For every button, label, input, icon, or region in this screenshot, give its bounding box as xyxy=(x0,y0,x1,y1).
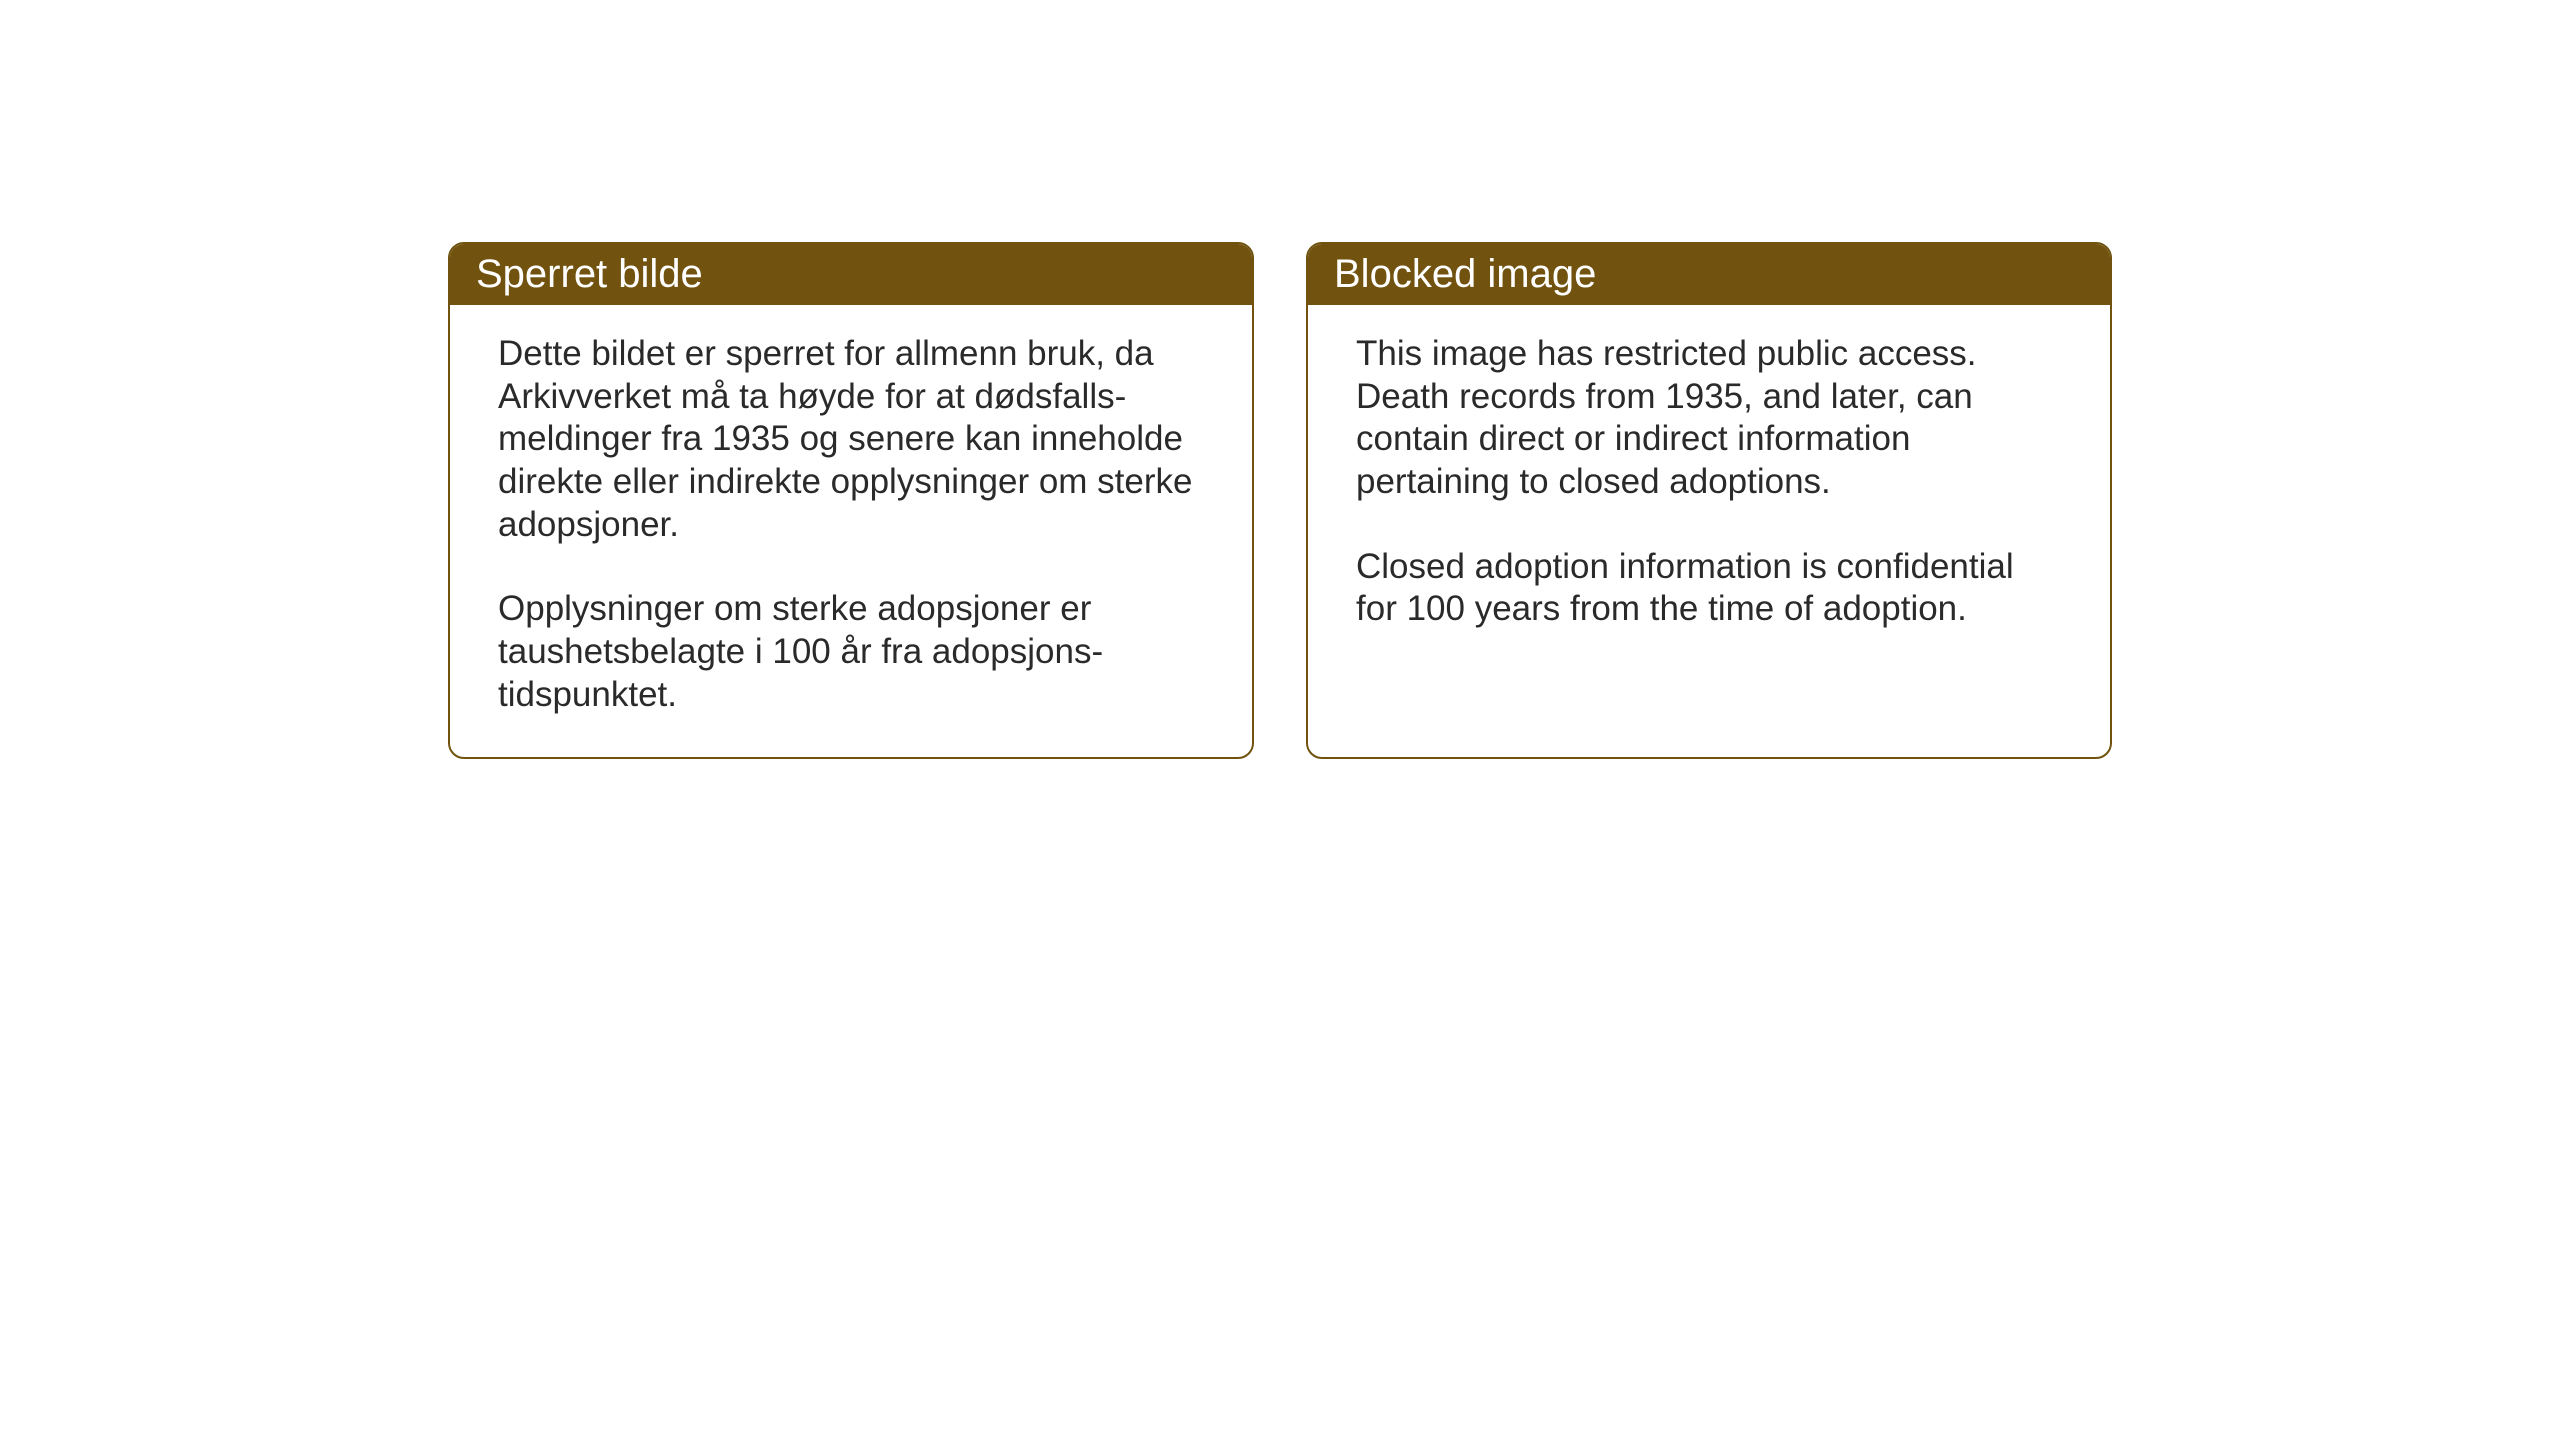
notice-paragraph-1-english: This image has restricted public access.… xyxy=(1356,333,2062,504)
notice-paragraph-2-norwegian: Opplysninger om sterke adopsjoner er tau… xyxy=(498,588,1204,716)
notice-card-norwegian: Sperret bilde Dette bildet er sperret fo… xyxy=(448,242,1254,759)
notice-paragraph-1-norwegian: Dette bildet er sperret for allmenn bruk… xyxy=(498,333,1204,546)
notice-container: Sperret bilde Dette bildet er sperret fo… xyxy=(448,242,2112,759)
notice-paragraph-2-english: Closed adoption information is confident… xyxy=(1356,546,2062,631)
notice-body-norwegian: Dette bildet er sperret for allmenn bruk… xyxy=(450,305,1252,757)
notice-body-english: This image has restricted public access.… xyxy=(1308,305,2110,671)
notice-header-norwegian: Sperret bilde xyxy=(450,244,1252,305)
notice-header-english: Blocked image xyxy=(1308,244,2110,305)
notice-card-english: Blocked image This image has restricted … xyxy=(1306,242,2112,759)
